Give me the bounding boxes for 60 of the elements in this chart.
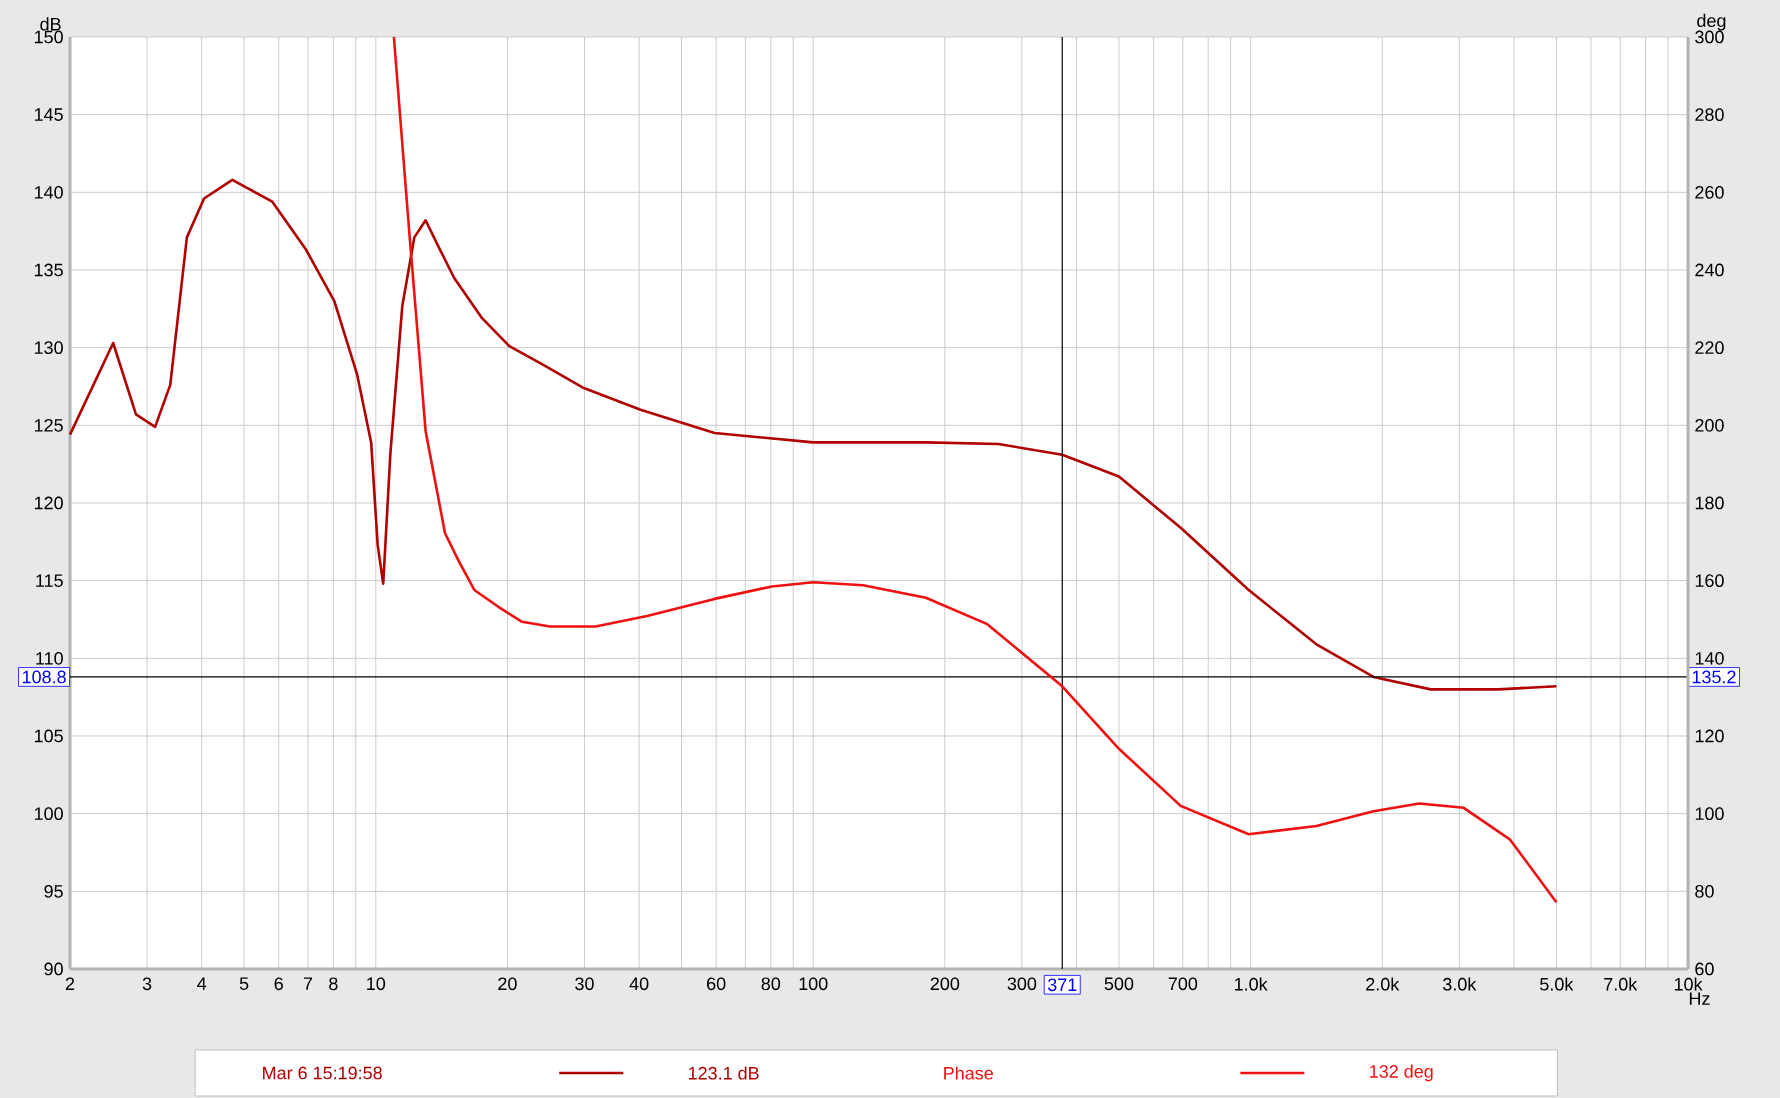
y-tick-label: 135 bbox=[34, 263, 63, 277]
y-tick-label: 130 bbox=[34, 341, 63, 355]
y2-tick-label: 120 bbox=[1695, 729, 1724, 743]
text: Mar 6 15:19:58 bbox=[263, 1066, 382, 1080]
y2-tick-label: 140 bbox=[1695, 651, 1724, 665]
y2-axis-title: deg bbox=[1697, 13, 1726, 31]
x-tick-label: 1.0k bbox=[1234, 977, 1268, 991]
x-tick-label: 2.0k bbox=[1366, 977, 1400, 991]
ref-line-label: 108.8 bbox=[22, 670, 66, 684]
y2-tick-label: 280 bbox=[1695, 108, 1724, 122]
x-tick-label: 4 bbox=[197, 977, 207, 990]
y2-tick-label: 240 bbox=[1695, 263, 1724, 277]
y-tick-label: 100 bbox=[34, 807, 63, 821]
y-tick-label: 120 bbox=[34, 496, 63, 510]
annotation: 135.2 bbox=[1692, 670, 1736, 684]
text: 132 deg bbox=[1370, 1064, 1433, 1082]
x-tick-label: 7 bbox=[303, 977, 313, 990]
y-tick-label: 125 bbox=[34, 418, 63, 432]
y2-tick-label: 200 bbox=[1695, 418, 1724, 432]
x-tick-label: 80 bbox=[761, 977, 781, 991]
x-tick-label: 5 bbox=[239, 977, 249, 990]
y2-tick-label: 260 bbox=[1695, 185, 1724, 199]
x-tick-label: 200 bbox=[930, 977, 960, 991]
x-tick-label: 60 bbox=[707, 977, 726, 991]
x-tick-label: 700 bbox=[1168, 977, 1198, 991]
y-tick-label: 105 bbox=[34, 729, 63, 743]
y2-tick-label: 220 bbox=[1695, 341, 1724, 355]
y-tick-label: 150 bbox=[34, 30, 63, 44]
x-tick-label: 500 bbox=[1104, 977, 1134, 991]
y2-tick-label: 60 bbox=[1695, 962, 1714, 976]
x-tick-label: 10k bbox=[1674, 977, 1703, 991]
y2-tick-label: 100 bbox=[1695, 807, 1724, 821]
y-tick-label: 145 bbox=[34, 108, 63, 121]
y-tick-label: 90 bbox=[44, 962, 63, 976]
y2-tick-label: 300 bbox=[1695, 30, 1724, 44]
x-tick-label: 3.0k bbox=[1442, 977, 1477, 991]
x-tick-label: 100 bbox=[799, 977, 828, 991]
x-tick-label: 2 bbox=[65, 977, 75, 990]
ref-line-label: 371 bbox=[1047, 978, 1077, 992]
text: Phase bbox=[944, 1066, 993, 1080]
y2-tick-label: 180 bbox=[1695, 496, 1724, 510]
y-tick-label: 110 bbox=[36, 651, 63, 665]
x-tick-label: 30 bbox=[575, 977, 594, 991]
y-tick-label: 115 bbox=[36, 574, 63, 587]
x-tick-label: 3 bbox=[142, 977, 152, 991]
x-tick-label: 5.0k bbox=[1540, 977, 1574, 991]
y2-tick-label: 80 bbox=[1695, 884, 1714, 898]
y-tick-label: 140 bbox=[34, 185, 63, 199]
y-tick-label: 95 bbox=[44, 884, 63, 898]
y-axis-title: dB bbox=[40, 17, 61, 31]
x-tick-label: 40 bbox=[629, 977, 649, 991]
x-tick-label: 7.0k bbox=[1604, 977, 1638, 991]
x-axis-title: Hz bbox=[1689, 992, 1710, 1005]
x-tick-label: 6 bbox=[274, 977, 283, 991]
x-tick-label: 300 bbox=[1007, 977, 1037, 991]
x-tick-label: 20 bbox=[498, 977, 517, 991]
x-tick-label: 8 bbox=[329, 977, 338, 991]
y2-tick-label: 160 bbox=[1695, 574, 1724, 588]
x-tick-label: 10 bbox=[367, 977, 386, 991]
text: 123.1 dB bbox=[688, 1066, 759, 1080]
